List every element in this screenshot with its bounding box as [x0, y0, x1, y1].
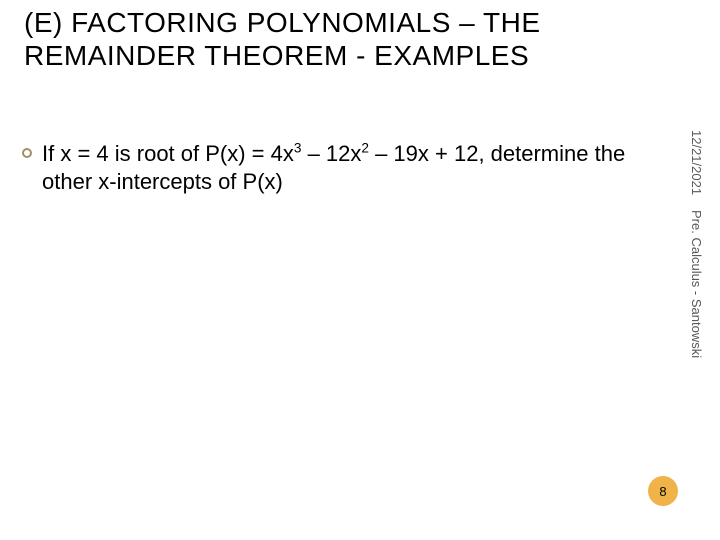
bullet-text-seg: If x = 4 is root of P(x) = 4x — [42, 141, 294, 166]
slide-date: 12/21/2021 — [689, 130, 704, 195]
body-area: If x = 4 is root of P(x) = 4x3 – 12x2 – … — [22, 140, 642, 196]
page-number-badge: 8 — [648, 476, 678, 506]
page-number: 8 — [659, 484, 666, 499]
bullet-text-seg: – 12x — [301, 141, 361, 166]
bullet-marker-icon — [22, 148, 32, 158]
bullet-item: If x = 4 is root of P(x) = 4x3 – 12x2 – … — [22, 140, 642, 196]
bullet-text-sup: 2 — [361, 141, 369, 156]
slide: (E) FACTORING POLYNOMIALS – THE REMAINDE… — [0, 0, 720, 540]
bullet-text: If x = 4 is root of P(x) = 4x3 – 12x2 – … — [42, 140, 642, 196]
slide-footer: Pre. Calculus - Santowski — [689, 210, 704, 358]
slide-title: (E) FACTORING POLYNOMIALS – THE REMAINDE… — [24, 6, 624, 72]
